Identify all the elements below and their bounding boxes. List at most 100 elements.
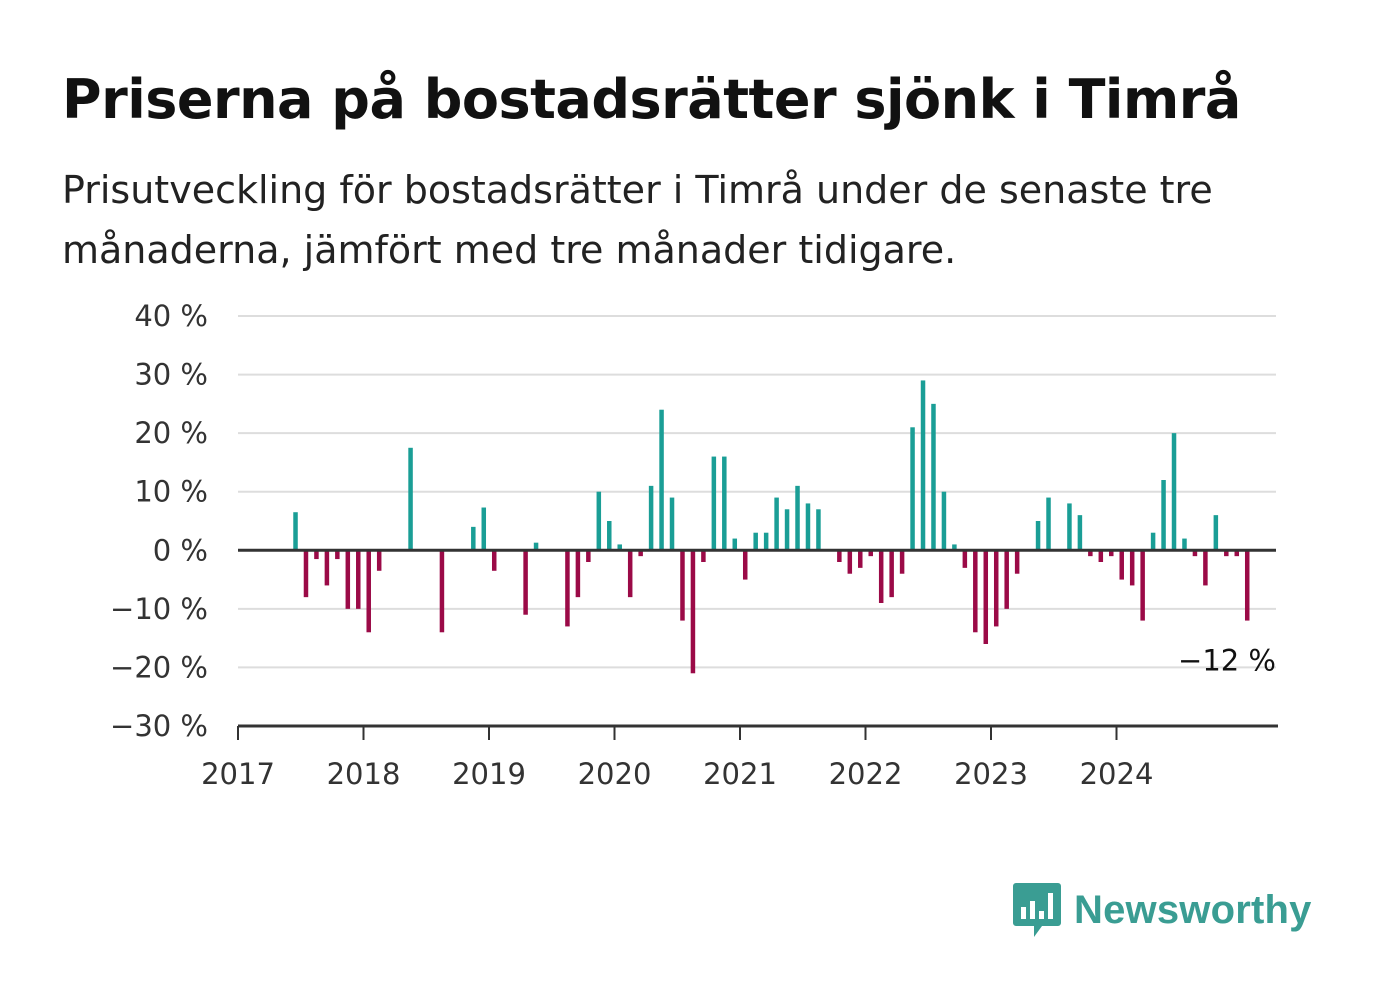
bar bbox=[711, 456, 717, 551]
x-tick-label: 2018 bbox=[327, 757, 401, 791]
bar bbox=[659, 409, 664, 551]
bar bbox=[1224, 550, 1229, 557]
brand-name: Newsworthy bbox=[1074, 887, 1312, 932]
y-tick-label: 0 % bbox=[153, 533, 208, 567]
bar bbox=[962, 550, 968, 568]
y-tick-label: −20 % bbox=[110, 650, 208, 684]
bar bbox=[690, 550, 696, 674]
bar bbox=[1244, 550, 1250, 621]
bar bbox=[1182, 538, 1187, 551]
bar bbox=[376, 550, 382, 571]
bar bbox=[324, 550, 330, 586]
bar bbox=[1119, 550, 1124, 580]
bar bbox=[742, 550, 748, 580]
bar bbox=[481, 507, 487, 551]
bar bbox=[335, 550, 340, 560]
y-axis-tick-labels: 40 % 30 % 20 % 10 % 0 % −10 % −20 % −30 % bbox=[110, 299, 208, 743]
bar bbox=[952, 544, 957, 551]
brand-logo: Newsworthy bbox=[1012, 880, 1312, 940]
x-tick-label: 2019 bbox=[452, 757, 526, 791]
y-tick-label: 30 % bbox=[134, 358, 208, 392]
bar bbox=[617, 544, 622, 551]
bar bbox=[910, 427, 915, 551]
bar bbox=[1088, 550, 1093, 557]
bar bbox=[1067, 503, 1072, 551]
bar bbox=[356, 550, 361, 609]
bar bbox=[1098, 550, 1104, 562]
y-tick-label: 40 % bbox=[134, 299, 208, 333]
newsworthy-logo-icon bbox=[1013, 883, 1061, 937]
x-tick-label: 2020 bbox=[578, 757, 652, 791]
bar bbox=[941, 491, 947, 551]
bar bbox=[648, 485, 654, 551]
bar bbox=[439, 550, 445, 633]
y-tick-label: −10 % bbox=[110, 592, 208, 626]
bar bbox=[763, 532, 769, 551]
bar bbox=[314, 550, 319, 560]
bar bbox=[408, 447, 413, 551]
bar bbox=[868, 550, 873, 557]
bar bbox=[1192, 550, 1198, 557]
bar bbox=[293, 512, 298, 551]
bar bbox=[627, 550, 633, 598]
bar bbox=[931, 403, 936, 551]
bar bbox=[701, 550, 706, 562]
y-tick-label: 20 % bbox=[134, 416, 208, 450]
bar bbox=[1234, 550, 1240, 557]
bar bbox=[837, 550, 842, 562]
bar bbox=[878, 550, 884, 603]
bar bbox=[575, 550, 581, 598]
bars bbox=[238, 380, 1276, 674]
bar bbox=[1046, 497, 1051, 551]
last-value-label: −12 % bbox=[1178, 644, 1276, 678]
y-tick-label: 10 % bbox=[134, 475, 208, 509]
x-tick-label: 2017 bbox=[201, 757, 275, 791]
x-tick-label: 2021 bbox=[703, 757, 777, 791]
bar bbox=[491, 550, 497, 571]
bar bbox=[732, 538, 738, 551]
bar bbox=[680, 550, 685, 621]
bar bbox=[1129, 550, 1135, 586]
bar bbox=[1077, 515, 1083, 551]
bar bbox=[303, 550, 309, 598]
bar bbox=[858, 550, 863, 568]
bar bbox=[669, 497, 675, 551]
bar bbox=[533, 542, 539, 551]
bar bbox=[638, 550, 643, 557]
bar bbox=[920, 380, 926, 551]
bar bbox=[565, 550, 570, 627]
bar bbox=[1004, 550, 1009, 609]
bar bbox=[983, 550, 989, 644]
bar bbox=[1213, 515, 1219, 551]
bar bbox=[973, 550, 978, 633]
bar bbox=[816, 509, 821, 551]
grid-lines bbox=[238, 315, 1276, 669]
chart-subtitle: Prisutveckling för bostadsrätter i Timrå… bbox=[62, 168, 1213, 272]
bar bbox=[1014, 550, 1020, 574]
bar bbox=[1203, 550, 1208, 586]
bar bbox=[1150, 532, 1156, 551]
bar bbox=[899, 550, 905, 574]
bar bbox=[1171, 433, 1177, 551]
bar bbox=[847, 550, 853, 574]
x-axis: 2017 2018 2019 2020 2021 2022 2023 2024 bbox=[201, 724, 1278, 791]
x-tick-label: 2024 bbox=[1080, 757, 1154, 791]
bar bbox=[993, 550, 999, 627]
bar bbox=[722, 456, 727, 551]
bar bbox=[607, 521, 612, 551]
bar bbox=[1035, 521, 1041, 551]
bar bbox=[795, 485, 800, 551]
x-tick-label: 2022 bbox=[829, 757, 903, 791]
bar bbox=[774, 497, 779, 551]
bar bbox=[889, 550, 894, 598]
bar bbox=[1140, 550, 1145, 621]
bar bbox=[1161, 480, 1166, 551]
bar bbox=[753, 532, 758, 551]
bar bbox=[586, 550, 591, 562]
bar bbox=[784, 509, 790, 551]
bar bbox=[345, 550, 351, 609]
bar bbox=[1109, 550, 1114, 557]
chart-title: Priserna på bostadsrätter sjönk i Timrå bbox=[62, 68, 1241, 131]
bar bbox=[596, 491, 602, 551]
